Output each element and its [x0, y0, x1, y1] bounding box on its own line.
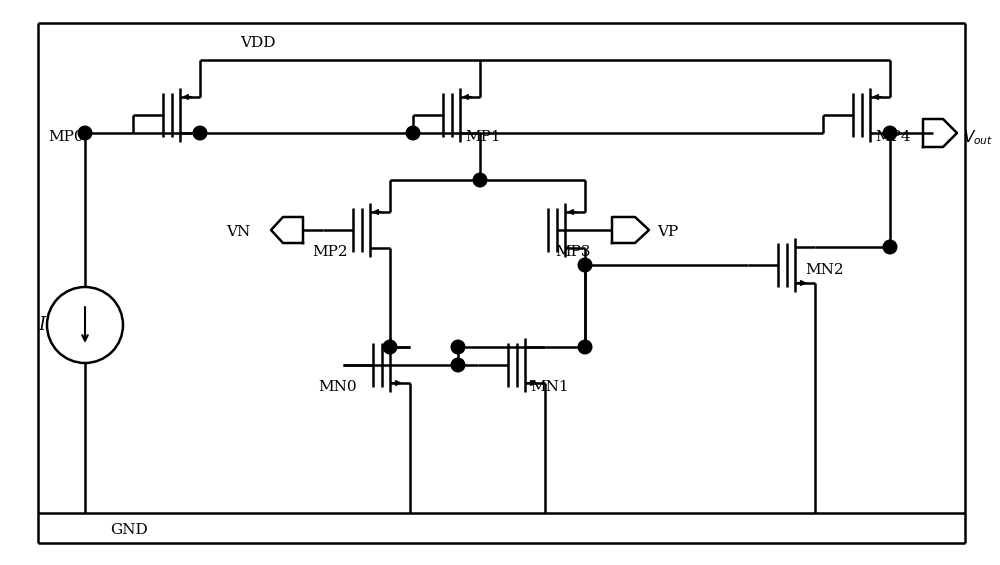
Text: MP1: MP1	[465, 130, 501, 144]
Circle shape	[383, 340, 397, 354]
Circle shape	[883, 126, 897, 140]
Circle shape	[473, 173, 487, 187]
Text: MP4: MP4	[875, 130, 911, 144]
Text: MP2: MP2	[312, 245, 348, 259]
Circle shape	[193, 126, 207, 140]
Text: VDD: VDD	[240, 36, 276, 50]
Text: MN2: MN2	[805, 263, 844, 277]
Text: MP3: MP3	[555, 245, 590, 259]
Text: $V_{out}$: $V_{out}$	[963, 129, 993, 147]
Text: MN1: MN1	[530, 380, 569, 394]
Text: MP0: MP0	[48, 130, 84, 144]
Circle shape	[883, 240, 897, 254]
Circle shape	[578, 340, 592, 354]
Circle shape	[78, 126, 92, 140]
Circle shape	[451, 340, 465, 354]
Text: GND: GND	[110, 523, 148, 537]
Text: VN: VN	[226, 225, 250, 239]
Text: I: I	[38, 316, 45, 334]
Circle shape	[578, 258, 592, 272]
Circle shape	[406, 126, 420, 140]
Circle shape	[451, 358, 465, 372]
Text: VP: VP	[657, 225, 678, 239]
Text: MN0: MN0	[318, 380, 357, 394]
